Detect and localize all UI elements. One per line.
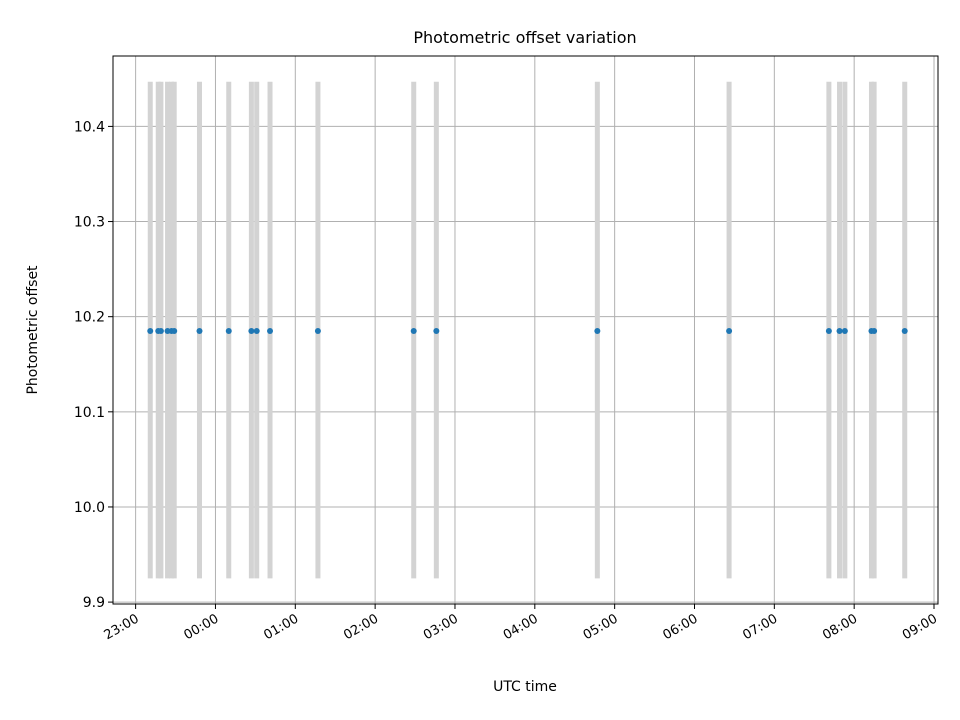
data-point: [825, 327, 832, 334]
data-point: [726, 327, 733, 334]
y-tick-label: 9.9: [83, 595, 105, 611]
data-points: [147, 327, 908, 334]
data-point: [147, 327, 154, 334]
y-tick-label: 10.0: [74, 500, 105, 516]
y-tick-label: 10.1: [74, 405, 105, 421]
data-point: [841, 327, 848, 334]
y-axis-label: Photometric offset: [25, 265, 41, 395]
grid: [113, 56, 938, 604]
chart-title: Photometric offset variation: [413, 28, 636, 47]
data-point: [314, 327, 321, 334]
data-point: [196, 327, 203, 334]
data-point: [871, 327, 878, 334]
data-point: [171, 327, 178, 334]
data-point: [594, 327, 601, 334]
y-axis: 9.9 10.0 10.1 10.2 10.3 10.4: [74, 119, 113, 611]
y-tick-label: 10.2: [74, 310, 105, 326]
data-point: [253, 327, 260, 334]
data-point: [410, 327, 417, 334]
data-point: [157, 327, 164, 334]
x-axis-label: UTC time: [493, 679, 557, 695]
data-point: [267, 327, 274, 334]
data-point: [433, 327, 440, 334]
data-point: [901, 327, 908, 334]
y-tick-label: 10.4: [74, 119, 105, 135]
data-point: [225, 327, 232, 334]
plot-frame: [112, 55, 939, 605]
data-point: [248, 327, 255, 334]
data-point: [836, 327, 843, 334]
y-tick-label: 10.3: [74, 215, 105, 231]
